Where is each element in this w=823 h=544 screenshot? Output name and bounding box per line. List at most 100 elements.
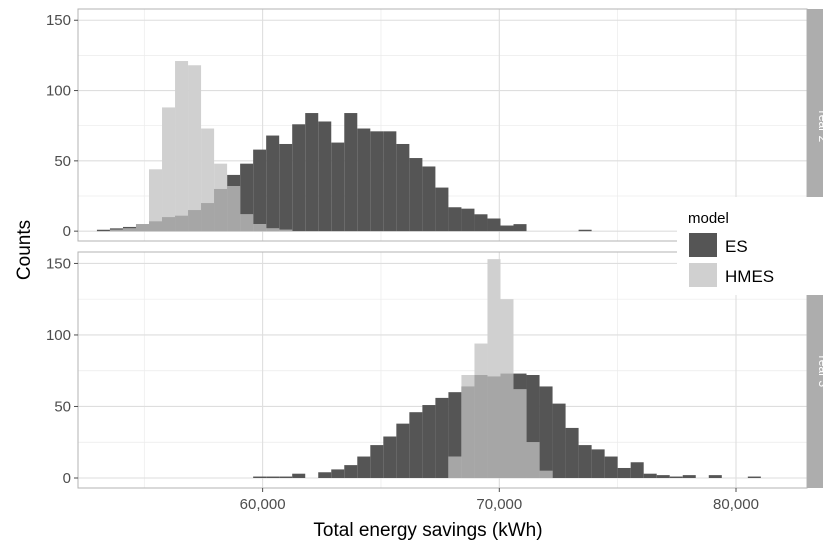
bar-es [578, 229, 592, 232]
bar-es [500, 225, 514, 232]
bar-overlap [253, 224, 267, 232]
bar-es [578, 445, 592, 478]
bar-hmes [149, 169, 163, 232]
bar-overlap [526, 442, 540, 478]
x-axis-title: Total energy savings (kWh) [313, 520, 542, 541]
legend-label-hmes: HMES [725, 267, 774, 286]
legend-label-es: ES [725, 237, 748, 256]
bar-es [461, 208, 475, 232]
bar-es [357, 456, 371, 478]
bar-overlap [175, 215, 189, 232]
y-tick-label: 0 [63, 470, 71, 487]
bar-es [396, 423, 410, 478]
bar-es [305, 113, 319, 232]
facet-strip-label: Year 2 [816, 108, 823, 143]
bar-overlap [201, 203, 215, 232]
bar-overlap [500, 373, 514, 478]
y-tick-label: 100 [46, 327, 71, 344]
x-tick-label: 70,000 [476, 496, 522, 513]
bar-es [643, 473, 657, 478]
bar-overlap [240, 214, 254, 232]
bar-es [487, 218, 501, 232]
bar-es [331, 142, 345, 232]
bar-es [448, 207, 462, 232]
x-tick-label: 60,000 [240, 496, 286, 513]
bar-es [357, 128, 371, 232]
bar-overlap [188, 210, 202, 232]
bar-es [409, 412, 423, 478]
facet-strip [807, 252, 823, 488]
bar-es [318, 472, 332, 478]
bar-hmes [162, 107, 176, 232]
bar-es [370, 131, 384, 232]
x-tick-label: 80,000 [713, 496, 759, 513]
y-tick-label: 150 [46, 12, 71, 29]
bar-overlap [539, 470, 553, 478]
bar-hmes [188, 65, 202, 232]
bar-es [552, 403, 566, 478]
bar-es [383, 436, 397, 478]
legend-key-es [689, 233, 717, 257]
bar-es [292, 124, 306, 232]
bar-hmes [175, 61, 189, 232]
bar-overlap [266, 228, 280, 232]
bar-overlap [474, 375, 488, 478]
bar-es [266, 135, 280, 232]
bar-es [682, 475, 696, 478]
y-tick-label: 150 [46, 255, 71, 272]
legend-title: model [688, 210, 729, 227]
bar-es [747, 476, 761, 478]
bar-overlap [122, 228, 136, 232]
facet-strip [807, 9, 823, 241]
bar-es [396, 143, 410, 232]
bar-overlap [149, 221, 163, 232]
bar-es [331, 469, 345, 478]
bar-es [656, 475, 670, 478]
bar-es [279, 476, 293, 478]
bar-es [422, 405, 436, 478]
bar-es [474, 214, 488, 232]
y-axis-title: Counts [14, 220, 35, 280]
facet-strip-label: Year 3 [816, 353, 823, 388]
bar-es [253, 476, 267, 478]
bar-es [630, 462, 644, 478]
bar-es [513, 224, 527, 232]
bar-es [708, 475, 722, 478]
bar-es [591, 449, 605, 478]
bar-overlap [214, 188, 228, 232]
y-tick-label: 0 [63, 223, 71, 240]
bar-overlap [513, 389, 527, 478]
bar-overlap [448, 456, 462, 478]
bar-es [370, 445, 384, 478]
bar-es [617, 467, 631, 478]
bar-es [279, 143, 293, 232]
x-axis: 60,000 70,000 80,000 [240, 488, 759, 513]
y-tick-label: 50 [54, 153, 71, 170]
bar-overlap [279, 229, 293, 232]
bar-es [292, 473, 306, 478]
y-tick-label: 50 [54, 398, 71, 415]
bar-overlap [109, 229, 123, 232]
bar-overlap [227, 186, 241, 232]
legend: model ES HMES [677, 197, 823, 295]
bar-es [318, 121, 332, 232]
bar-overlap [135, 224, 150, 232]
bar-es [565, 427, 579, 478]
bar-es [409, 158, 423, 232]
legend-key-hmes [689, 263, 717, 287]
bar-es [669, 476, 683, 478]
bar-es [383, 131, 397, 232]
bar-es [604, 456, 618, 478]
bar-overlap [461, 386, 475, 478]
bar-es [539, 386, 553, 478]
bar-es [266, 476, 280, 478]
bar-es [435, 187, 449, 232]
bar-es [253, 149, 267, 232]
bar-overlap [162, 217, 176, 232]
bar-es [344, 113, 358, 232]
bar-es [344, 465, 358, 478]
bar-es [435, 397, 449, 478]
bar-overlap [487, 376, 501, 478]
y-tick-label: 100 [46, 83, 71, 100]
